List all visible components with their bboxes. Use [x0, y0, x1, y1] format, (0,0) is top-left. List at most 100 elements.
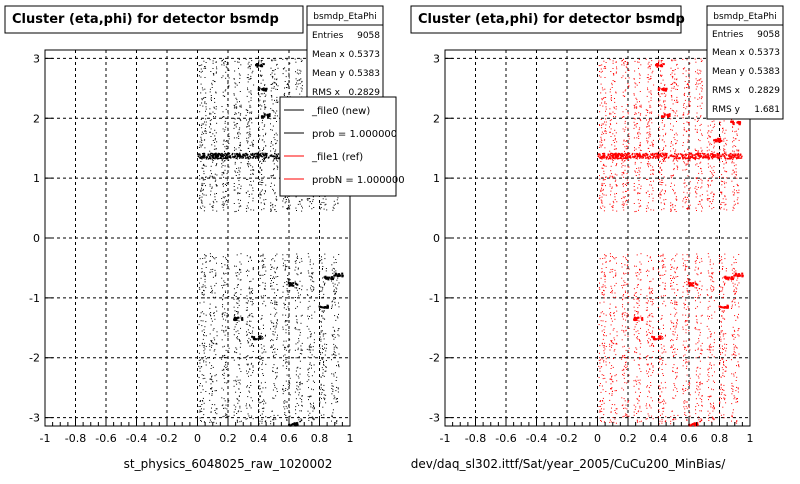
scatter-point — [613, 358, 614, 359]
scatter-point — [284, 408, 285, 409]
scatter-point — [334, 205, 335, 206]
scatter-point — [203, 350, 204, 351]
scatter-point — [213, 422, 214, 423]
scatter-point — [313, 199, 314, 200]
scatter-point — [200, 371, 201, 372]
scatter-point — [604, 101, 605, 102]
scatter-point — [223, 201, 224, 202]
scatter-point — [295, 270, 296, 271]
scatter-point — [663, 267, 664, 268]
scatter-point — [284, 282, 285, 283]
scatter-point — [336, 355, 337, 356]
scatter-point — [638, 364, 639, 365]
scatter-point — [648, 81, 649, 82]
scatter-point — [253, 327, 254, 328]
scatter-point — [660, 167, 661, 168]
scatter-point — [640, 269, 641, 270]
scatter-point — [323, 312, 324, 313]
scatter-point — [222, 416, 223, 417]
scatter-point — [211, 188, 212, 189]
scatter-point — [604, 274, 605, 275]
scatter-point — [227, 157, 229, 159]
scatter-point — [639, 174, 640, 175]
scatter-point — [223, 389, 224, 390]
scatter-point — [210, 71, 211, 72]
scatter-point — [225, 400, 226, 401]
scatter-point — [205, 128, 206, 129]
scatter-point — [225, 320, 226, 321]
scatter-point — [337, 334, 338, 335]
scatter-point — [634, 186, 635, 187]
scatter-point — [209, 308, 210, 309]
scatter-point — [252, 157, 254, 159]
scatter-point — [206, 267, 207, 268]
scatter-point — [600, 77, 601, 78]
scatter-point — [663, 161, 664, 162]
scatter-point — [313, 405, 314, 406]
scatter-point — [310, 362, 311, 363]
scatter-point — [616, 123, 617, 124]
scatter-point — [614, 149, 615, 150]
scatter-point — [206, 62, 207, 63]
scatter-point — [648, 67, 649, 68]
scatter-point — [227, 63, 228, 64]
scatter-point — [335, 284, 336, 285]
scatter-point — [646, 192, 647, 193]
scatter-point — [651, 64, 652, 65]
scatter-point — [659, 389, 660, 390]
scatter-point — [663, 328, 664, 329]
scatter-point — [322, 375, 323, 376]
scatter-point — [204, 332, 205, 333]
scatter-point — [289, 268, 290, 269]
scatter-point — [636, 413, 637, 414]
scatter-point — [665, 95, 666, 96]
scatter-point — [265, 271, 266, 272]
scatter-point — [601, 139, 602, 140]
scatter-point — [228, 182, 229, 183]
scatter-point — [600, 368, 601, 369]
scatter-point — [322, 389, 323, 390]
scatter-point — [628, 352, 629, 353]
scatter-point — [610, 315, 611, 316]
scatter-point — [221, 198, 222, 199]
scatter-point — [659, 399, 660, 400]
scatter-point — [273, 356, 274, 357]
scatter-point — [614, 146, 615, 147]
scatter-point — [247, 396, 248, 397]
scatter-point — [215, 307, 216, 308]
scatter-point — [274, 261, 275, 262]
scatter-point — [653, 169, 654, 170]
scatter-point — [265, 305, 266, 306]
scatter-point — [664, 93, 665, 94]
scatter-point — [211, 368, 212, 369]
scatter-point — [333, 374, 334, 375]
scatter-point — [314, 342, 315, 343]
scatter-point — [335, 337, 336, 338]
scatter-point — [665, 364, 666, 365]
scatter-point — [337, 199, 338, 200]
scatter-point — [648, 413, 649, 414]
scatter-point — [599, 195, 600, 196]
scatter-point — [275, 143, 276, 144]
scatter-point — [649, 129, 650, 130]
scatter-point — [650, 326, 651, 327]
scatter-point — [275, 205, 276, 206]
scatter-point — [621, 60, 622, 61]
scatter-point — [271, 183, 272, 184]
scatter-point — [636, 302, 637, 303]
scatter-point — [199, 357, 200, 358]
scatter-hotspot — [237, 317, 239, 319]
scatter-point — [629, 375, 630, 376]
scatter-point — [308, 318, 309, 319]
scatter-point — [225, 357, 226, 358]
scatter-point — [232, 156, 234, 158]
scatter-point — [653, 190, 654, 191]
scatter-point — [321, 332, 322, 333]
scatter-point — [601, 421, 602, 422]
scatter-point — [615, 293, 616, 294]
scatter-point — [271, 90, 272, 91]
scatter-point — [628, 273, 629, 274]
scatter-point — [302, 383, 303, 384]
scatter-point — [226, 268, 227, 269]
scatter-point — [259, 194, 260, 195]
